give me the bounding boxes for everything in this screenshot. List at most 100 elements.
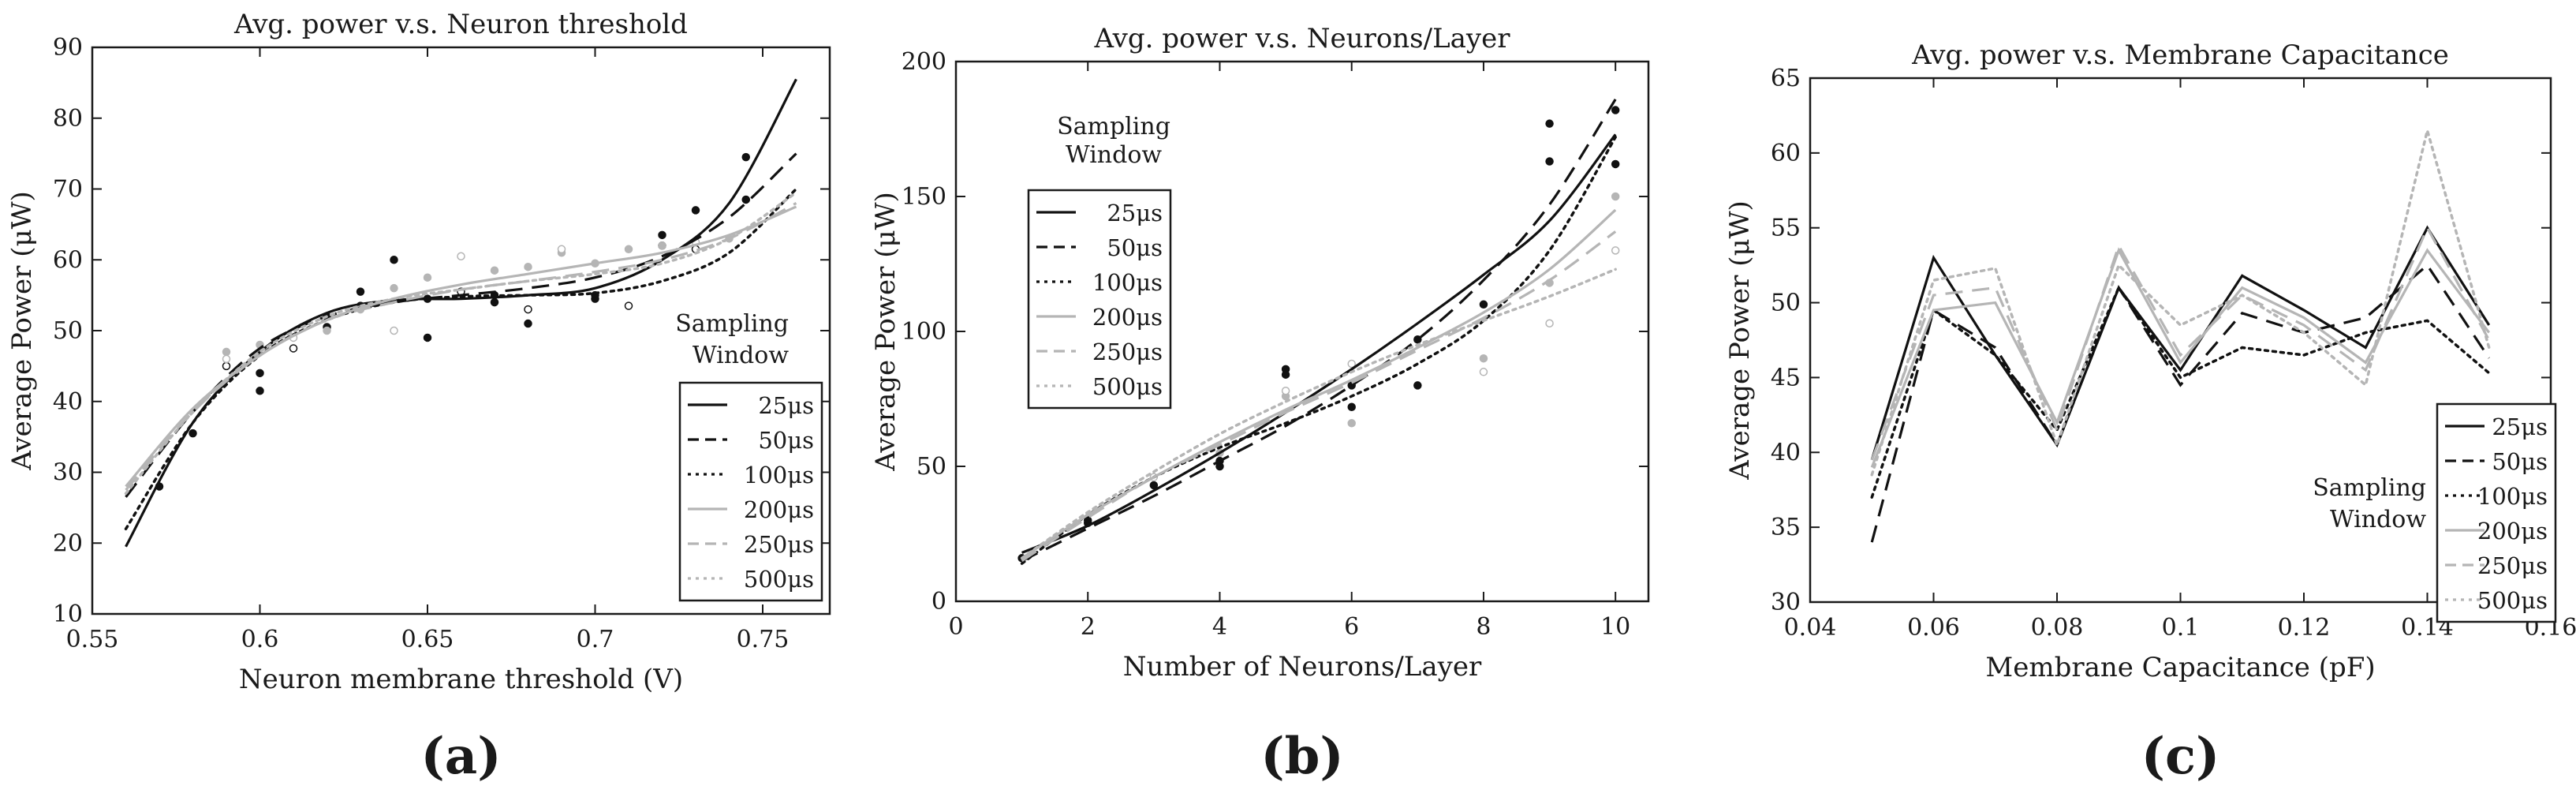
y-tick-label: 0 <box>931 588 946 616</box>
data-point <box>557 245 566 254</box>
legend-entry: 50μs <box>758 427 814 454</box>
legend-entry: 200μs <box>744 496 814 523</box>
legend-entry: 500μs <box>744 566 814 593</box>
x-axis-label: Membrane Capacitance (pF) <box>1985 652 2375 683</box>
chart-title: Avg. power v.s. Neurons/Layer <box>1093 23 1510 54</box>
data-point <box>658 241 666 250</box>
y-tick-label: 30 <box>53 459 83 487</box>
data-point <box>1347 402 1356 412</box>
data-point <box>423 333 432 342</box>
data-point <box>390 326 398 335</box>
legend-entry: 25μs <box>2492 413 2548 440</box>
x-tick-label: 6 <box>1344 613 1359 641</box>
x-tick-label: 0.6 <box>241 626 279 653</box>
chart-panel-a: 0.55 0.6 0.65 0.7 0.75 10 20 30 40 50 60 70 80 90 Avg.… <box>6 9 831 786</box>
data-point <box>1479 368 1488 376</box>
legend-entry: 500μs <box>2477 587 2548 614</box>
data-point <box>490 297 499 307</box>
legend-entry: 500μs <box>1092 373 1163 400</box>
legend-entry: 25μs <box>758 392 814 419</box>
series-line-100us <box>1870 285 2491 499</box>
panel-label: (a) <box>420 727 501 786</box>
data-point <box>1479 354 1488 363</box>
legend-entry: 25μs <box>1107 200 1163 226</box>
y-axis-label: Average Power (μW) <box>6 191 38 471</box>
data-point <box>256 387 264 395</box>
data-point <box>1545 157 1554 166</box>
y-tick-label: 40 <box>1771 439 1801 466</box>
series-line-50us <box>1021 99 1617 563</box>
x-tick-label: 2 <box>1081 613 1096 641</box>
y-tick-label: 30 <box>1771 589 1801 616</box>
y-axis-label: Average Power (μW) <box>870 192 902 472</box>
x-tick-label: 0.04 <box>1784 614 1837 642</box>
chart-title: Avg. power v.s. Membrane Capacitance <box>1911 39 2449 71</box>
x-tick-label: 10 <box>1600 613 1630 641</box>
y-tick-label: 50 <box>1771 290 1801 317</box>
series-line-250us <box>1870 225 2491 461</box>
legend-entry: 100μs <box>744 462 814 488</box>
y-tick-label: 50 <box>53 317 83 345</box>
series-line-250us <box>1021 230 1617 563</box>
series-line-50us <box>125 152 797 498</box>
data-point <box>1611 246 1620 255</box>
x-tick-label: 8 <box>1476 613 1491 641</box>
series-line-200us <box>1870 247 2491 468</box>
series-line-500us <box>124 191 798 496</box>
legend-title: Window <box>2330 506 2426 533</box>
data-point <box>524 305 532 314</box>
data-point <box>323 326 331 335</box>
legend-title: Window <box>1066 141 1162 169</box>
data-point <box>524 319 532 328</box>
y-axis-label: Average Power (μW) <box>1724 200 1756 481</box>
chart-title: Avg. power v.s. Neuron threshold <box>233 9 688 40</box>
data-point <box>289 344 298 353</box>
series-line-25us <box>1870 225 2491 461</box>
chart-panel-c: 0.04 0.06 0.08 0.1 0.12 0.14 0.163035404550556… <box>1724 39 2576 786</box>
data-point <box>1347 359 1356 369</box>
data-point <box>1149 481 1159 490</box>
y-tick-label: 80 <box>53 105 83 133</box>
data-point <box>1545 119 1554 128</box>
legend-box <box>678 381 823 602</box>
data-point <box>1611 106 1620 114</box>
x-axis-label: Neuron membrane threshold (V) <box>239 664 683 695</box>
data-point <box>356 287 365 296</box>
data-point <box>1611 159 1620 169</box>
data-point <box>256 369 264 378</box>
data-point <box>222 361 231 371</box>
data-point <box>524 262 532 271</box>
data-point <box>390 283 398 293</box>
series-line-100us <box>124 187 798 531</box>
y-tick-label: 70 <box>53 176 83 204</box>
series-line-25us <box>125 78 797 548</box>
legend-title: Window <box>693 342 789 369</box>
panel-label: (c) <box>2141 727 2220 786</box>
data-point <box>189 428 197 438</box>
y-tick-label: 200 <box>902 48 946 76</box>
x-tick-label: 0.7 <box>577 626 614 653</box>
series-line-500us <box>1020 268 1617 560</box>
y-tick-label: 35 <box>1771 514 1801 541</box>
y-tick-label: 55 <box>1771 215 1801 242</box>
legend-entry: 200μs <box>2477 518 2548 544</box>
legend-title: Sampling <box>1057 113 1170 140</box>
y-tick-label: 20 <box>53 529 83 557</box>
data-point <box>222 347 231 357</box>
data-point <box>741 195 750 204</box>
legend-entry: 100μs <box>2477 483 2548 510</box>
data-point <box>741 152 750 162</box>
y-tick-label: 65 <box>1771 65 1801 92</box>
x-tick-label: 0 <box>948 613 963 641</box>
x-tick-label: 0.12 <box>2278 614 2331 642</box>
y-tick-label: 50 <box>917 453 946 481</box>
x-tick-label: 0.1 <box>2162 614 2200 642</box>
y-tick-label: 10 <box>53 601 83 628</box>
series-line-50us <box>1870 263 2491 543</box>
y-tick-label: 100 <box>902 318 946 346</box>
y-tick-label: 45 <box>1771 364 1801 391</box>
x-tick-label: 0.55 <box>66 626 119 653</box>
data-point <box>1083 516 1092 525</box>
legend-box <box>1027 189 1172 410</box>
legend-entry: 50μs <box>1107 234 1163 261</box>
